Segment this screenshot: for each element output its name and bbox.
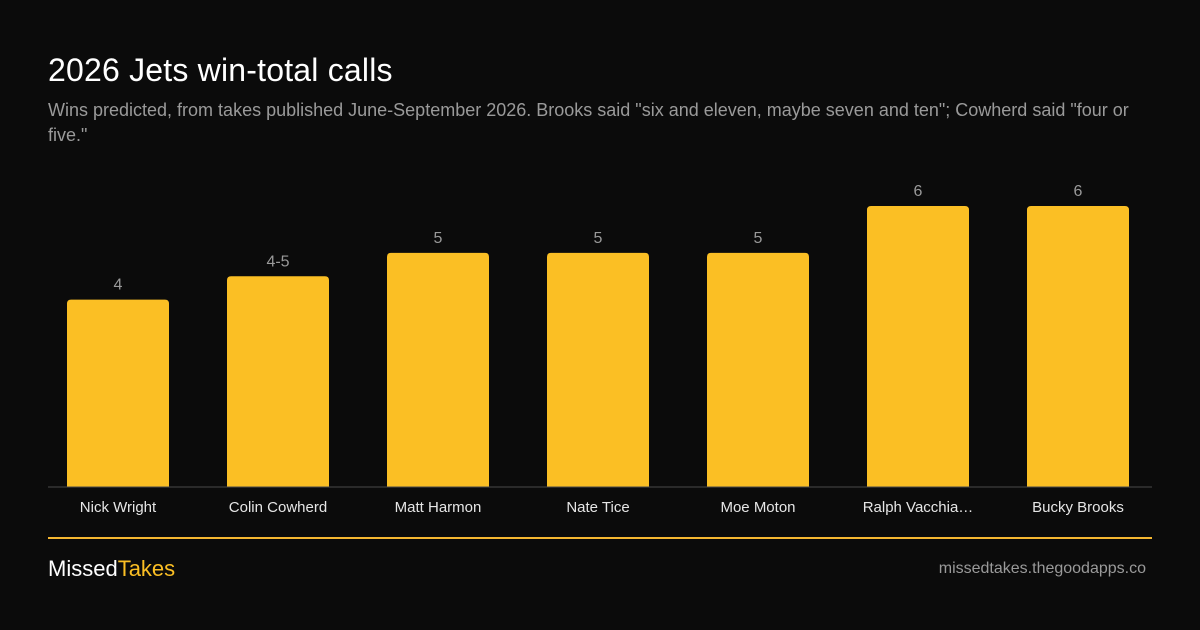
x-tick-label-1: Colin Cowherd: [229, 499, 327, 516]
bars-layer: [67, 206, 1129, 487]
data-label-4: 5: [754, 230, 763, 247]
footer-divider: [48, 537, 1152, 539]
data-label-6: 6: [1074, 183, 1083, 200]
x-tick-label-2: Matt Harmon: [395, 499, 482, 516]
data-label-5: 6: [914, 183, 923, 200]
data-label-0: 4: [114, 277, 123, 294]
chart-title: 2026 Jets win-total calls: [48, 52, 393, 88]
bar-0: [67, 299, 169, 487]
data-labels-layer: 4 4-5 5 5 5 6 6: [114, 183, 1083, 294]
footer-url: missedtakes.thegoodapps.co: [938, 560, 1146, 577]
bar-2: [387, 252, 489, 487]
x-tick-label-4: Moe Moton: [720, 499, 795, 516]
bar-4: [707, 252, 809, 487]
x-tick-label-6: Bucky Brooks: [1032, 499, 1124, 516]
bar-3: [547, 252, 649, 487]
bar-1: [227, 276, 329, 487]
data-label-2: 5: [434, 230, 443, 247]
x-tick-labels-layer: Nick Wright Colin Cowherd Matt Harmon Nate …: [80, 499, 1124, 516]
brand-name-part-2: Takes: [117, 556, 176, 581]
x-tick-label-3: Nate Tice: [566, 499, 629, 516]
data-label-1: 4-5: [266, 253, 289, 270]
chart-subtitle: Wins predicted, from takes published Jun…: [48, 100, 1129, 145]
x-tick-label-5: Ralph Vacchia…: [863, 499, 974, 516]
x-tick-label-0: Nick Wright: [80, 499, 157, 516]
brand-name-part-1: Missed: [48, 556, 118, 581]
brand-logo: MissedTakes: [48, 556, 175, 582]
data-label-3: 5: [594, 230, 603, 247]
bar-6: [1027, 206, 1129, 487]
bar-5: [867, 206, 969, 487]
